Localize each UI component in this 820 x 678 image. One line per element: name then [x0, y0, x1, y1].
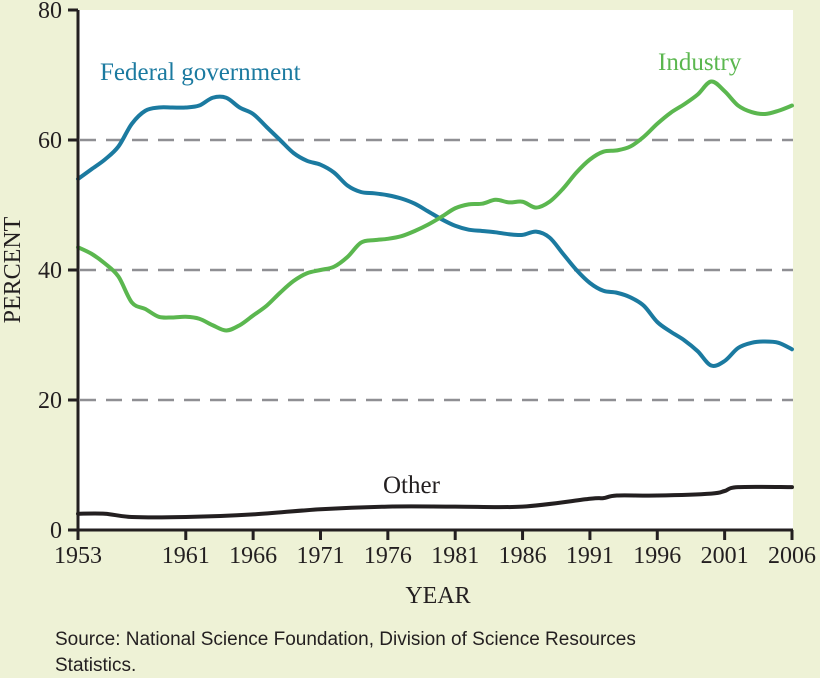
y-tick-label: 40: [38, 258, 62, 284]
x-tick-label: 1991: [566, 543, 614, 569]
x-tick-label: 2001: [701, 543, 749, 569]
y-axis-label: PERCENT: [0, 216, 26, 323]
x-tick-label: 1981: [431, 543, 479, 569]
x-tick-label: 1986: [499, 543, 547, 569]
y-tick-label: 0: [50, 518, 62, 544]
x-tick-label: 1966: [229, 543, 277, 569]
source-note-line2: Statistics.: [55, 655, 136, 676]
x-tick-label: 1996: [633, 543, 681, 569]
legend-industry: Industry: [658, 49, 742, 76]
y-tick-label: 80: [38, 0, 62, 24]
series-line-other: [76, 484, 794, 520]
source-note-line1: Source: National Science Foundation, Div…: [55, 629, 636, 650]
legend-other: Other: [383, 472, 441, 499]
x-axis-label: YEAR: [405, 583, 470, 609]
series-line-federal-government: [76, 94, 794, 368]
legend-federal-government: Federal government: [100, 59, 301, 86]
x-tick-label: 2006: [768, 543, 816, 569]
y-tick-label: 20: [38, 388, 62, 414]
x-tick-label: 1971: [296, 543, 344, 569]
series-line-industry: [76, 79, 794, 333]
x-tick-label: 1961: [162, 543, 210, 569]
x-tick-label: 1976: [364, 543, 412, 569]
y-tick-label: 60: [38, 128, 62, 154]
x-tick-label: 1953: [54, 543, 102, 569]
